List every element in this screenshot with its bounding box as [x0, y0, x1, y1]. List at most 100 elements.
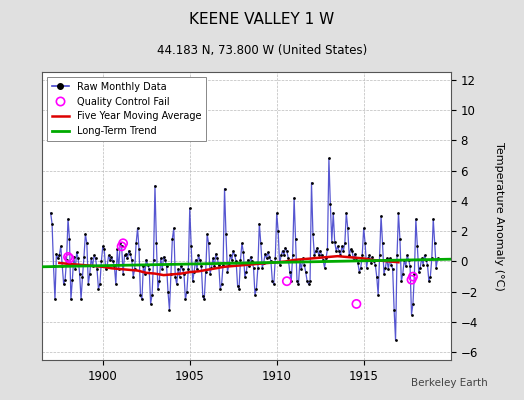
- Point: [329, 210, 337, 216]
- Point: [378, 240, 387, 246]
- Point: [289, 252, 297, 259]
- Point: [270, 281, 278, 288]
- Point: [242, 269, 250, 275]
- Point: [74, 255, 82, 262]
- Point: [157, 255, 165, 262]
- Point: [326, 201, 334, 207]
- Point: [386, 255, 394, 262]
- Point: [233, 282, 242, 289]
- Point: [123, 255, 132, 262]
- Y-axis label: Temperature Anomaly (°C): Temperature Anomaly (°C): [495, 142, 505, 290]
- Point: [119, 240, 127, 246]
- Point: [358, 252, 366, 259]
- Point: [425, 278, 433, 284]
- Point: [414, 269, 423, 275]
- Point: [167, 270, 175, 277]
- Point: [154, 286, 162, 292]
- Point: [350, 257, 358, 263]
- Point: [93, 266, 101, 272]
- Point: [104, 252, 113, 259]
- Point: [112, 281, 120, 288]
- Point: [176, 274, 184, 280]
- Point: [81, 231, 90, 237]
- Point: [365, 252, 374, 259]
- Point: [132, 240, 140, 246]
- Point: [159, 254, 168, 260]
- Point: [151, 182, 159, 189]
- Point: [99, 243, 107, 250]
- Point: [193, 266, 201, 272]
- Point: [282, 278, 291, 284]
- Point: [155, 278, 163, 284]
- Point: [194, 252, 203, 259]
- Point: [312, 248, 320, 254]
- Point: [432, 264, 440, 271]
- Point: [200, 296, 209, 302]
- Point: [333, 243, 342, 250]
- Point: [116, 240, 124, 246]
- Point: [180, 270, 188, 277]
- Point: [338, 243, 346, 250]
- Point: [307, 180, 315, 186]
- Point: [383, 255, 391, 262]
- Point: [152, 240, 160, 246]
- Point: [282, 248, 291, 254]
- Point: [208, 264, 216, 271]
- Point: [348, 248, 356, 254]
- Point: [356, 264, 365, 271]
- Point: [225, 261, 233, 268]
- Point: [72, 249, 81, 256]
- Point: [265, 254, 274, 260]
- Point: [277, 252, 285, 259]
- Point: [429, 216, 438, 222]
- Point: [423, 261, 432, 268]
- Point: [239, 249, 247, 256]
- Point: [296, 258, 304, 265]
- Point: [236, 257, 245, 263]
- Point: [146, 301, 155, 307]
- Point: [71, 266, 80, 272]
- Point: [403, 252, 411, 259]
- Point: [84, 281, 93, 288]
- Point: [397, 278, 406, 284]
- Point: [278, 248, 287, 254]
- Point: [53, 255, 62, 262]
- Point: [140, 270, 149, 277]
- Point: [83, 240, 91, 246]
- Point: [70, 254, 78, 260]
- Point: [102, 266, 110, 272]
- Point: [57, 243, 65, 250]
- Point: [197, 263, 205, 269]
- Point: [67, 296, 75, 302]
- Point: [216, 286, 224, 292]
- Point: [336, 252, 345, 259]
- Point: [174, 266, 182, 272]
- Point: [257, 240, 265, 246]
- Point: [223, 269, 232, 275]
- Point: [281, 245, 290, 251]
- Point: [268, 278, 277, 284]
- Point: [401, 263, 410, 269]
- Point: [185, 205, 194, 212]
- Point: [139, 263, 148, 269]
- Point: [377, 213, 385, 219]
- Point: [184, 266, 192, 272]
- Point: [274, 228, 282, 234]
- Point: [286, 269, 294, 275]
- Point: [248, 258, 256, 265]
- Point: [263, 255, 271, 262]
- Point: [142, 257, 150, 263]
- Point: [407, 276, 416, 283]
- Point: [168, 236, 177, 242]
- Point: [418, 255, 426, 262]
- Point: [134, 225, 142, 231]
- Point: [87, 255, 95, 262]
- Point: [246, 254, 255, 260]
- Point: [373, 274, 381, 280]
- Point: [125, 248, 133, 254]
- Point: [47, 210, 55, 216]
- Point: [183, 288, 191, 295]
- Point: [178, 266, 187, 272]
- Point: [346, 246, 355, 252]
- Point: [261, 251, 269, 257]
